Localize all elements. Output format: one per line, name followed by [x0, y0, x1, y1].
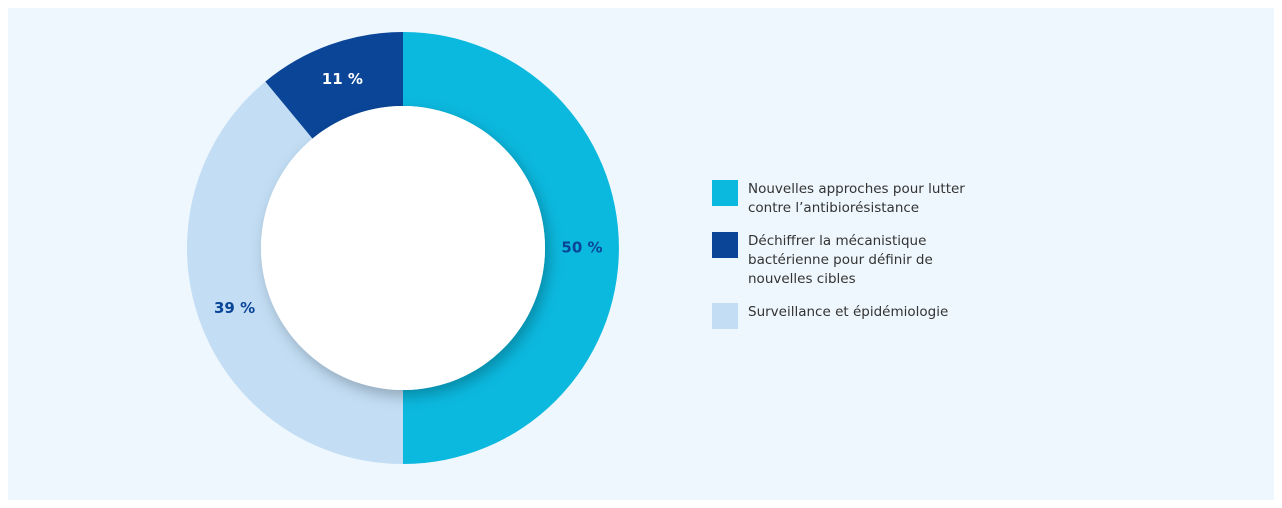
legend-label: Nouvelles approches pour lutter contre l…	[748, 181, 965, 216]
donut-slice	[265, 32, 403, 139]
legend-label: Surveillance et épidémiologie	[748, 304, 949, 320]
value-label: 11 %	[322, 70, 363, 88]
value-label: 50 %	[561, 239, 602, 257]
legend-item: Surveillance et épidémiologie	[712, 303, 1032, 329]
legend-item: Déchiffrer la mécanistique bactérienne p…	[712, 232, 1032, 289]
legend-item: Nouvelles approches pour lutter contre l…	[712, 180, 1032, 218]
donut	[187, 32, 619, 464]
legend-swatch	[712, 180, 738, 206]
legend-label: Déchiffrer la mécanistique bactérienne p…	[748, 233, 933, 287]
donut-hole	[261, 106, 545, 390]
legend-swatch	[712, 303, 738, 329]
value-label: 39 %	[214, 299, 255, 317]
donut-slice	[403, 32, 619, 464]
legend-swatch	[712, 232, 738, 258]
donut-slice	[187, 81, 403, 464]
legend: Nouvelles approches pour lutter contre l…	[712, 180, 1032, 343]
